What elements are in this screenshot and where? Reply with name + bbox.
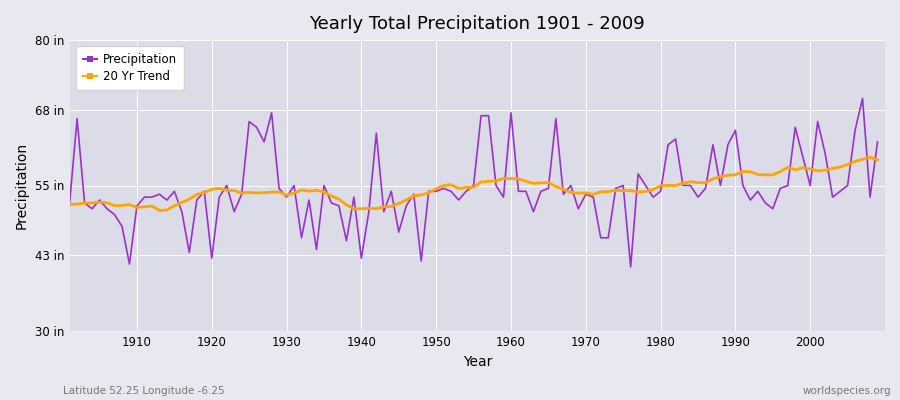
20 Yr Trend [296, 188, 307, 192]
20 Yr Trend [506, 176, 517, 181]
20 Yr Trend [603, 189, 614, 194]
20 Yr Trend [872, 158, 883, 162]
Legend: Precipitation, 20 Yr Trend: Precipitation, 20 Yr Trend [76, 46, 184, 90]
Precipitation [64, 200, 75, 205]
Precipitation [498, 195, 508, 200]
Precipitation [289, 183, 300, 188]
Title: Yearly Total Precipitation 1901 - 2009: Yearly Total Precipitation 1901 - 2009 [310, 15, 645, 33]
X-axis label: Year: Year [463, 355, 492, 369]
20 Yr Trend [64, 202, 75, 207]
Precipitation [626, 264, 636, 269]
Text: worldspecies.org: worldspecies.org [803, 386, 891, 396]
Line: Precipitation: Precipitation [69, 98, 878, 267]
Precipitation [857, 96, 868, 101]
20 Yr Trend [124, 202, 135, 207]
Y-axis label: Precipitation: Precipitation [15, 142, 29, 229]
Line: 20 Yr Trend: 20 Yr Trend [69, 157, 878, 210]
Precipitation [872, 140, 883, 144]
Precipitation [124, 262, 135, 266]
Text: Latitude 52.25 Longitude -6.25: Latitude 52.25 Longitude -6.25 [63, 386, 225, 396]
20 Yr Trend [341, 202, 352, 207]
Precipitation [506, 110, 517, 115]
20 Yr Trend [154, 208, 165, 213]
20 Yr Trend [513, 176, 524, 181]
20 Yr Trend [865, 155, 876, 160]
Precipitation [334, 204, 345, 208]
Precipitation [595, 236, 606, 240]
